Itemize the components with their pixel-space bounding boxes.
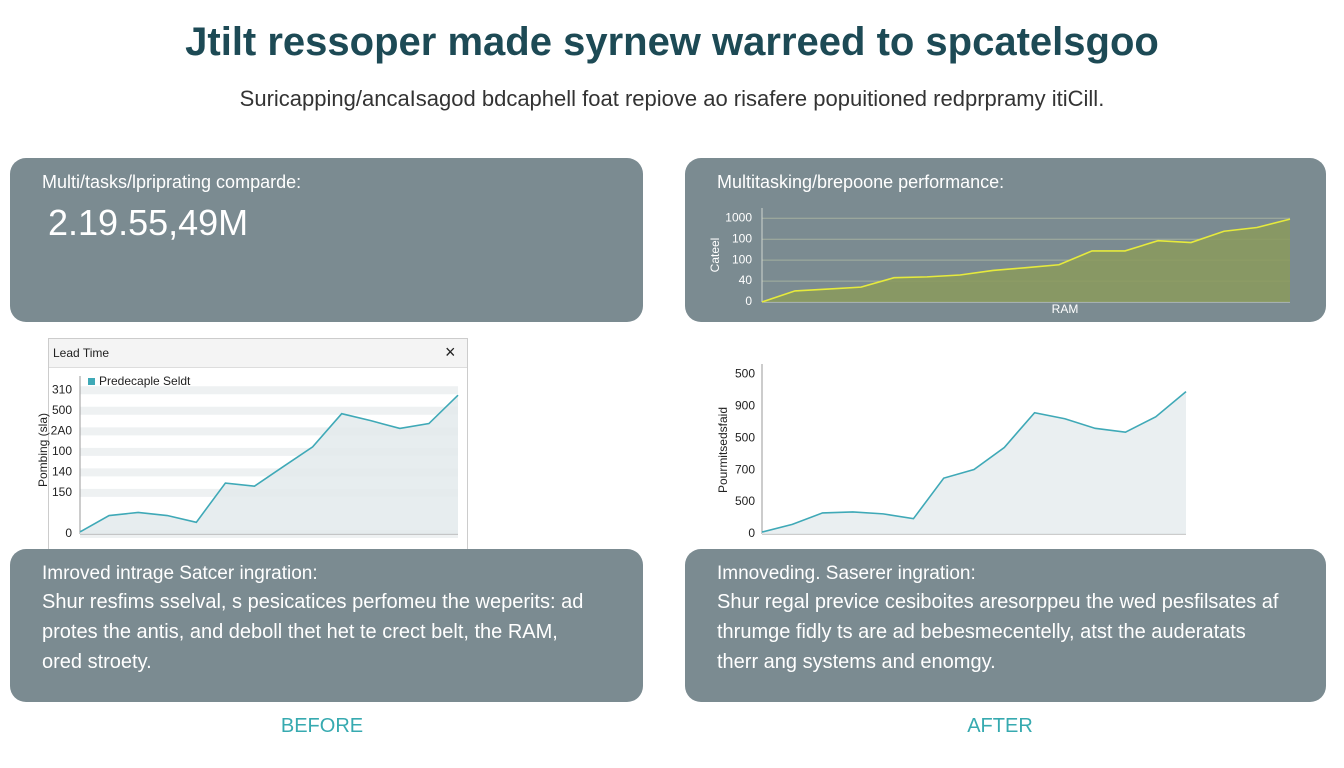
chart-title: Multitasking/brepoone performance: — [717, 172, 1005, 192]
page-title: Jtilt ressoper made syrnew warreed to sp… — [185, 20, 1159, 64]
note-line: Shur regal previce cesiboites aresorppeu… — [717, 591, 1279, 613]
stat-value: 2.19.55,49M — [48, 202, 249, 243]
y-tick-label: 700 — [735, 462, 755, 476]
y-tick-label: 500 — [735, 367, 755, 381]
after-label: AFTER — [967, 715, 1033, 737]
chart-card: Multitasking/brepoone performance: — [685, 158, 1326, 322]
window-bar — [49, 339, 467, 368]
y-tick-label: 0 — [748, 526, 755, 540]
before-label: BEFORE — [280, 715, 364, 737]
close-button[interactable]: × — [445, 342, 456, 362]
note-line: therr ang systems and enomgy. — [717, 651, 996, 673]
note-line: protes the antis, and deboll thet het te… — [42, 621, 558, 643]
note-body: Shur regal previce cesiboites aresorppeu… — [717, 587, 1278, 677]
chart-window: Lead Time × — [48, 338, 468, 550]
note-body: Shur resfims sselval, s pesicatices perf… — [42, 587, 583, 677]
y-axis-label: Pourmitsedsfaid — [716, 407, 730, 493]
note-line: Shur resfims sselval, s pesicatices perf… — [42, 591, 584, 613]
note-line: ored stroety. — [42, 651, 152, 673]
y-tick-label: 500 — [735, 494, 755, 508]
page-subtitle: Suricapping/ancaIsagod bdcaphell foat re… — [239, 86, 1105, 111]
note-title: Imnoveding. Saserer ingration: — [717, 563, 976, 584]
note-line: thrumge fidly ts are ad bebesmecentelly,… — [717, 621, 1246, 643]
stat-card: Multi/tasks/lpriprating comparde: 2.19.5… — [10, 158, 643, 322]
note-card: Imnoveding. Saserer ingration: Shur rega… — [685, 549, 1326, 702]
note-card: Imroved intrage Satcer ingration: Shur r… — [10, 549, 643, 702]
stat-label: Multi/tasks/lpriprating comparde: — [42, 172, 302, 192]
y-tick-label: 500 — [735, 430, 755, 444]
note-title: Imroved intrage Satcer ingration: — [42, 563, 318, 584]
line — [761, 391, 1187, 533]
y-tick-label: 900 — [735, 398, 755, 412]
area — [762, 391, 1186, 534]
window-title: Lead Time — [53, 346, 110, 360]
